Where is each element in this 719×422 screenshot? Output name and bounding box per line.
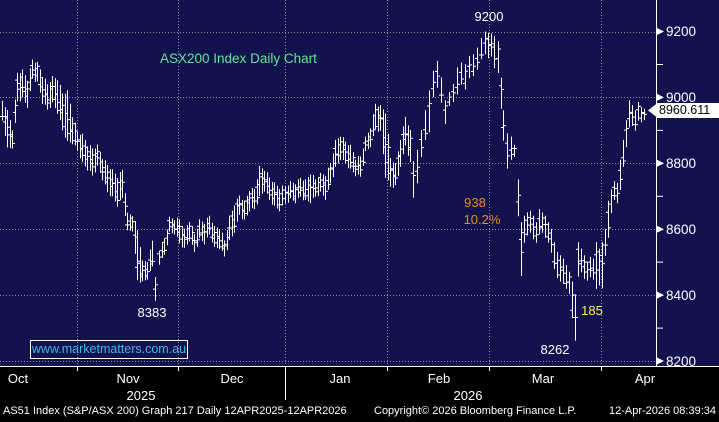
last-price-tag: 8960.611 — [657, 102, 719, 118]
watermark-link[interactable]: www.marketmatters.com.au — [30, 340, 188, 359]
axes — [0, 0, 719, 400]
footer-security-info: AS51 Index (S&P/ASX 200) Graph 217 Daily… — [3, 405, 347, 417]
x-axis-month-label: Mar — [531, 371, 555, 386]
x-axis-month-label: Nov — [116, 371, 140, 386]
x-axis-year-label: 2026 — [453, 388, 483, 403]
gridlines — [0, 0, 656, 366]
y-axis-label: 9000 — [666, 89, 697, 105]
x-axis-month-label: Feb — [427, 371, 451, 386]
chart-annotation: 938 — [464, 195, 486, 210]
chart-title: ASX200 Index Daily Chart — [160, 51, 317, 66]
x-axis-month-label: Apr — [634, 371, 656, 386]
y-axis-label: 9200 — [666, 24, 697, 39]
x-axis-month-label: Dec — [220, 371, 244, 386]
last-price-arrow — [648, 103, 657, 118]
chart-annotation: 8262 — [540, 342, 570, 357]
x-axis-year-label: 2025 — [126, 388, 156, 403]
y-axis-label: 8800 — [666, 155, 697, 171]
footer-timestamp: 12-Apr-2026 08:39:34 — [608, 405, 716, 417]
x-axis-month-label: Jan — [329, 371, 351, 386]
x-axis-month-label: Oct — [7, 371, 29, 386]
y-axis-label: 8600 — [666, 221, 697, 237]
chart-annotation: 9200 — [474, 9, 504, 24]
footer-copyright: Copyright© 2026 Bloomberg Finance L.P. — [374, 405, 577, 417]
chart-annotation: 10.2% — [463, 212, 501, 227]
chart-annotation: 8383 — [137, 305, 167, 320]
y-axis-label: 8200 — [666, 353, 697, 369]
y-axis-label: 8400 — [666, 287, 697, 303]
ohlc-bars — [0, 31, 647, 341]
chart-annotation: 185 — [581, 303, 603, 318]
